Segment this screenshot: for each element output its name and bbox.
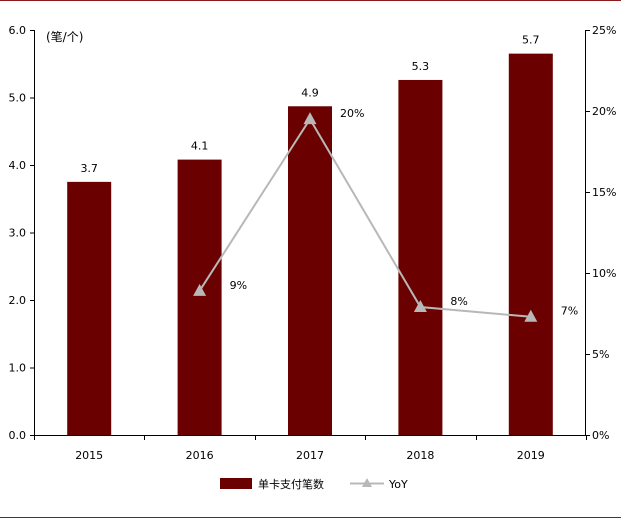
yoy-series: 9% 20% 8% 7% xyxy=(193,107,578,322)
legend: 单卡支付笔数 YoY xyxy=(220,477,408,491)
right-axis-ticks: 0% 5% 10% 15% 20% 25% xyxy=(586,24,616,442)
bar xyxy=(177,159,222,435)
bar-data-label: 5.7 xyxy=(522,34,540,47)
yoy-marker xyxy=(193,283,207,296)
x-tick-label: 2017 xyxy=(296,449,324,462)
x-tick-label: 2015 xyxy=(75,449,103,462)
left-tick-label: 1.0 xyxy=(9,362,27,375)
bar-series xyxy=(67,53,553,436)
yoy-marker xyxy=(303,112,317,125)
yoy-data-label: 20% xyxy=(340,107,364,120)
legend-bar-label: 单卡支付笔数 xyxy=(258,477,324,491)
left-tick-label: 5.0 xyxy=(9,92,27,105)
left-tick-label: 2.0 xyxy=(9,294,27,307)
right-tick-label: 5% xyxy=(592,348,609,361)
right-tick-label: 15% xyxy=(592,186,616,199)
yoy-data-label: 8% xyxy=(450,295,467,308)
left-tick-label: 0.0 xyxy=(9,429,27,442)
yoy-marker xyxy=(524,309,538,322)
left-axis-ticks: 0.0 1.0 2.0 3.0 4.0 5.0 6.0 xyxy=(9,24,34,442)
left-tick-label: 3.0 xyxy=(9,227,27,240)
right-tick-label: 25% xyxy=(592,24,616,37)
left-tick-label: 4.0 xyxy=(9,159,27,172)
bar xyxy=(508,53,553,435)
bar-data-labels: 3.7 4.1 4.9 5.3 5.7 xyxy=(80,34,539,175)
bar xyxy=(67,181,112,435)
legend-line-label: YoY xyxy=(388,478,408,491)
x-tick-label: 2019 xyxy=(517,449,545,462)
yoy-line xyxy=(198,117,531,318)
bar-data-label: 4.9 xyxy=(301,86,319,99)
x-tick-label: 2018 xyxy=(406,449,434,462)
yoy-data-label: 9% xyxy=(230,279,247,292)
left-tick-label: 6.0 xyxy=(9,24,27,37)
legend-bar-swatch xyxy=(220,478,252,489)
bar-data-label: 3.7 xyxy=(80,162,98,175)
bar-data-label: 4.1 xyxy=(191,140,209,153)
legend-triangle-marker xyxy=(362,478,372,487)
bar xyxy=(398,79,443,435)
yoy-data-label: 7% xyxy=(561,305,578,318)
left-axis-unit-label: (笔/个) xyxy=(46,29,83,44)
yoy-marker xyxy=(413,300,427,313)
bar-data-label: 5.3 xyxy=(412,60,430,73)
right-tick-label: 20% xyxy=(592,105,616,118)
right-tick-label: 0% xyxy=(592,429,609,442)
x-axis-ticks: 2015 2016 2017 2018 2019 xyxy=(34,435,587,462)
x-tick-label: 2016 xyxy=(186,449,214,462)
right-tick-label: 10% xyxy=(592,267,616,280)
bar xyxy=(288,106,332,436)
